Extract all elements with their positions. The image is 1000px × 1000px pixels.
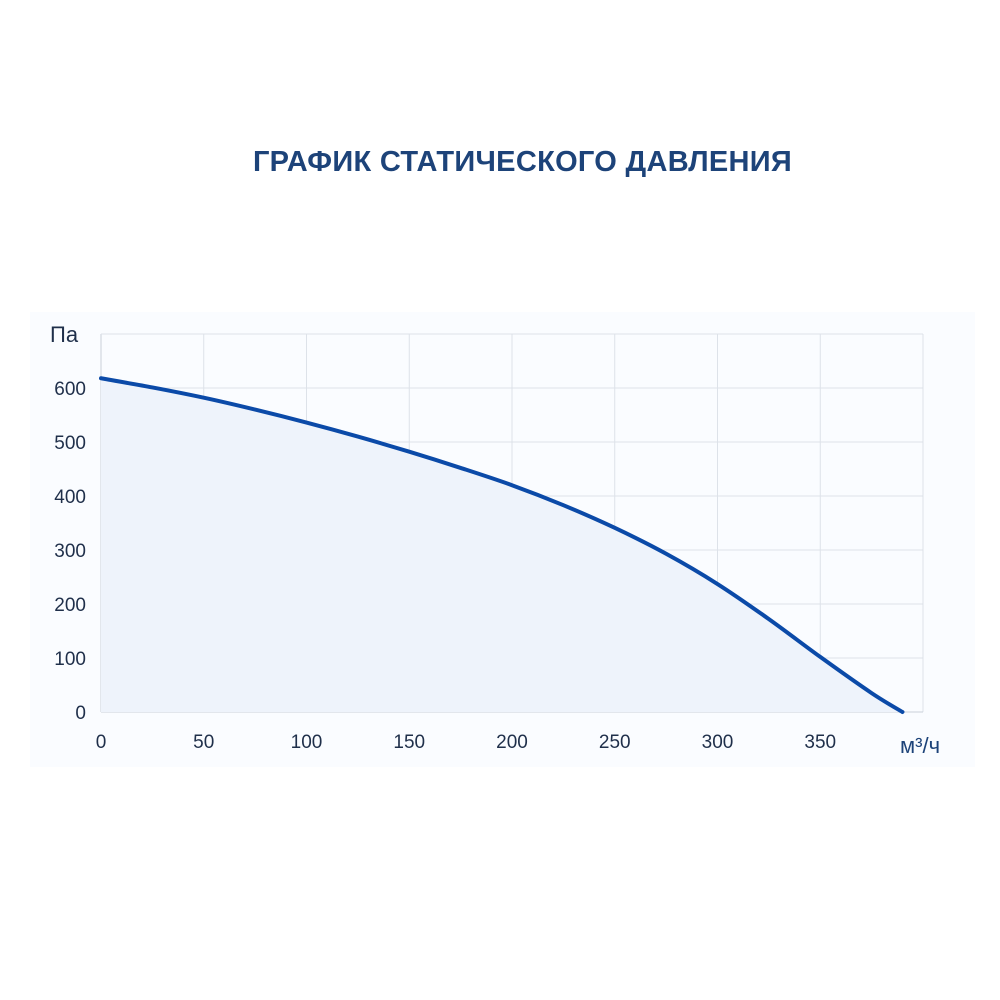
y-tick-label: 600	[54, 379, 86, 400]
series-area-fill	[101, 378, 903, 712]
line-layer	[99, 376, 905, 714]
x-tick-label: 50	[193, 732, 214, 753]
y-tick-label: 300	[54, 541, 86, 562]
y-tick-label: 200	[54, 595, 86, 616]
x-tick-label: 250	[599, 732, 631, 753]
series-line	[99, 376, 905, 714]
area-layer	[101, 378, 903, 712]
x-tick-label: 350	[804, 732, 836, 753]
y-axis-unit-label: Па	[50, 322, 79, 347]
y-tick-label: 500	[54, 433, 86, 454]
x-axis-unit-label: м³/ч	[900, 733, 940, 758]
x-tick-label: 0	[96, 732, 107, 753]
x-tick-label: 150	[393, 732, 425, 753]
y-tick-label: 0	[75, 703, 86, 724]
x-tick-label: 200	[496, 732, 528, 753]
label-layer: 0 50 100 150 200 250 300 350 0 100 200 300 400 500 600	[54, 379, 836, 753]
chart-title: ГРАФИК СТАТИЧЕСКОГО ДАВЛЕНИЯ	[252, 146, 793, 178]
y-tick-label: 400	[54, 487, 86, 508]
x-tick-label: 100	[291, 732, 323, 753]
x-tick-label: 300	[702, 732, 734, 753]
y-tick-label: 100	[54, 649, 86, 670]
